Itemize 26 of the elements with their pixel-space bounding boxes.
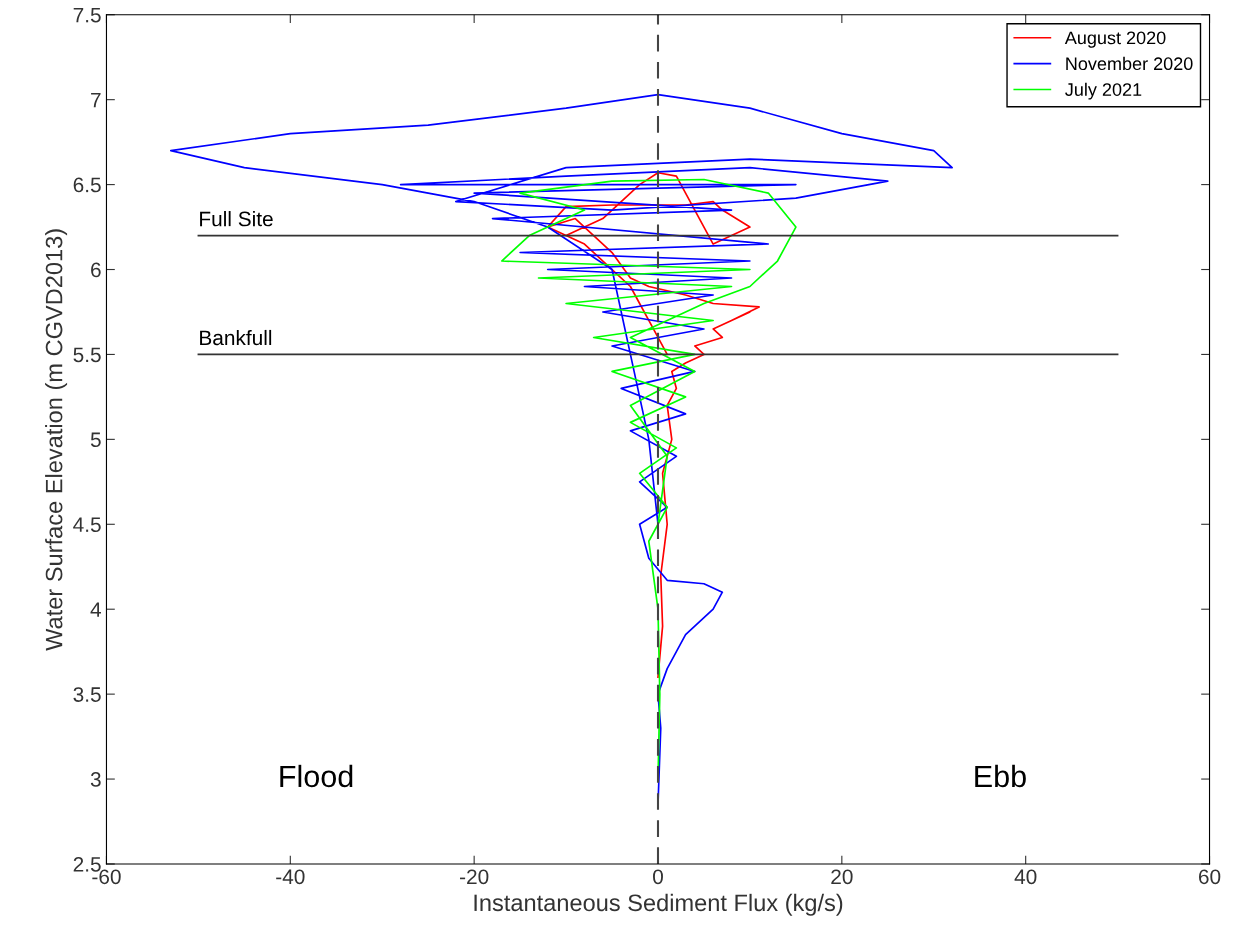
- x-tick-label: -40: [276, 869, 305, 885]
- legend-label: August 2020: [1064, 31, 1166, 48]
- y-tick-label: 6: [91, 262, 101, 278]
- legend-label: November 2020: [1066, 56, 1193, 71]
- legend-label: July 2021: [1065, 82, 1142, 100]
- y-tick-label: 7: [91, 92, 101, 108]
- y-tick-label: 4: [90, 602, 101, 617]
- y-tick-label: 7.5: [73, 7, 101, 23]
- line-series: [546, 171, 760, 678]
- y-tick-label: 3: [90, 772, 101, 787]
- annotation: Bankfull: [200, 329, 272, 346]
- y-tick-label: 5: [90, 432, 101, 448]
- x-tick-label: 60: [1199, 869, 1221, 885]
- x-tick-label: 20: [831, 869, 853, 885]
- annotation: Ebb: [975, 764, 1026, 788]
- x-axis-title: Instantaneous Sediment Flux (kg/s): [474, 893, 843, 916]
- y-axis-title: Water Surface Elevation (m CGVD2013): [45, 229, 68, 651]
- x-tick-label: 40: [1014, 869, 1037, 885]
- x-tick-label: 0: [653, 869, 663, 885]
- y-tick-label: 5.5: [73, 347, 101, 363]
- x-tick-label: -20: [460, 869, 489, 885]
- y-tick-label: 3.5: [73, 687, 101, 702]
- annotation: Flood: [280, 764, 353, 788]
- y-tick-label: 6.5: [73, 177, 101, 193]
- annotation: Full Site: [200, 211, 273, 227]
- y-tick-label: 4.5: [73, 517, 101, 533]
